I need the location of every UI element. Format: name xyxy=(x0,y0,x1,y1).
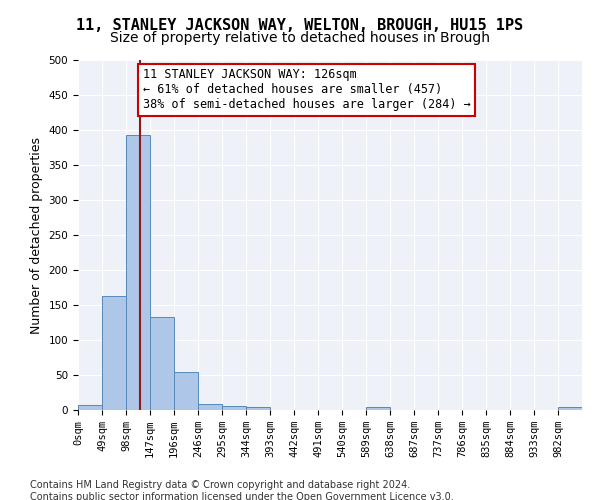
Bar xyxy=(174,372,198,410)
Bar xyxy=(246,407,270,410)
Text: Contains HM Land Registry data © Crown copyright and database right 2024.
Contai: Contains HM Land Registry data © Crown c… xyxy=(30,480,454,500)
Bar xyxy=(558,407,582,410)
Bar xyxy=(222,406,246,410)
Bar xyxy=(102,296,126,410)
Bar xyxy=(126,135,150,410)
Text: 11, STANLEY JACKSON WAY, WELTON, BROUGH, HU15 1PS: 11, STANLEY JACKSON WAY, WELTON, BROUGH,… xyxy=(76,18,524,32)
Bar xyxy=(198,404,222,410)
Bar xyxy=(78,405,102,410)
Text: Size of property relative to detached houses in Brough: Size of property relative to detached ho… xyxy=(110,31,490,45)
Bar xyxy=(366,406,390,410)
Text: 11 STANLEY JACKSON WAY: 126sqm
← 61% of detached houses are smaller (457)
38% of: 11 STANLEY JACKSON WAY: 126sqm ← 61% of … xyxy=(143,68,470,112)
Bar xyxy=(150,317,174,410)
Y-axis label: Number of detached properties: Number of detached properties xyxy=(30,136,43,334)
